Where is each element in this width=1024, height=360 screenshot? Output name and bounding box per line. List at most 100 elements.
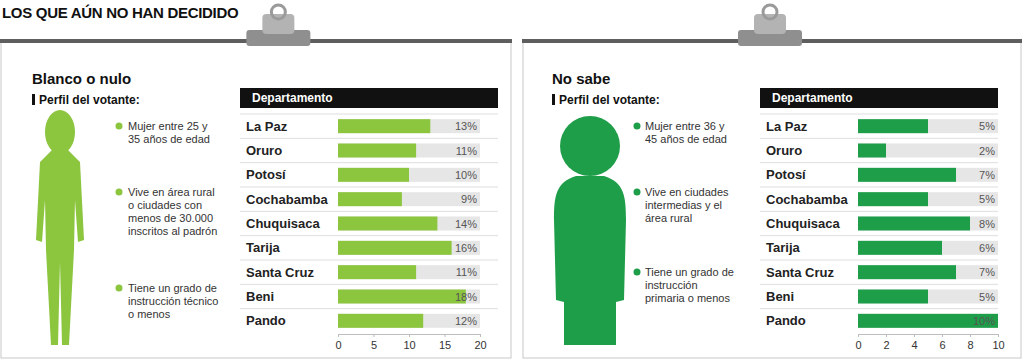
tick-mark <box>445 334 446 337</box>
data-label: 11% <box>456 145 477 157</box>
category-label: Potosí <box>766 167 806 182</box>
bar <box>338 241 452 255</box>
bar-track <box>338 119 480 133</box>
tick-label: 10 <box>403 339 415 351</box>
tick-label: 10 <box>992 339 1004 351</box>
bullet-dot <box>634 269 641 276</box>
profile-annotation: Tiene un grado deinstrucción técnicoo me… <box>128 282 219 320</box>
silhouette-hair <box>560 116 620 176</box>
silhouette-body <box>36 150 84 345</box>
data-label: 8% <box>979 218 995 230</box>
bar <box>858 144 886 158</box>
category-label: Potosí <box>246 167 286 182</box>
bar-track <box>338 168 480 182</box>
text-line: primaria o menos <box>645 292 730 304</box>
category-label: Oruro <box>766 143 802 158</box>
bar <box>858 314 998 328</box>
row-separator <box>760 308 998 309</box>
text-line: área rural <box>645 212 692 224</box>
category-label: Santa Cruz <box>246 265 314 280</box>
category-label: Beni <box>246 289 274 304</box>
tick-label: 0 <box>855 339 861 351</box>
tick: 8 <box>967 334 973 351</box>
panel-frame <box>523 40 1021 358</box>
table-header <box>240 88 498 108</box>
data-label: 7% <box>979 266 995 278</box>
category-label: Oruro <box>246 143 282 158</box>
text-line: instrucción técnico <box>128 295 219 307</box>
bar <box>858 265 956 279</box>
row-separator <box>240 187 498 188</box>
category-label: Cochabamba <box>766 192 848 207</box>
data-label: 9% <box>461 193 477 205</box>
bar <box>858 168 956 182</box>
data-label: 5% <box>979 193 995 205</box>
text-line: menos de 30.000 <box>128 212 213 224</box>
subtitle-marker <box>552 94 555 105</box>
category-label: Beni <box>766 289 794 304</box>
row-separator <box>240 162 498 163</box>
tick: 6 <box>939 334 945 351</box>
bar <box>338 168 409 182</box>
bullet-dot <box>116 285 123 292</box>
axis-line <box>339 335 481 338</box>
clipboard-ring <box>271 5 285 19</box>
panel-frame <box>1 40 511 358</box>
text-line: o ciudades con <box>128 199 202 211</box>
text-line: o menos <box>128 308 171 320</box>
bar <box>858 241 942 255</box>
text-line: Vive en ciudades <box>645 186 729 198</box>
row-separator <box>760 260 998 261</box>
category-label: Chuquisaca <box>246 216 320 231</box>
row-separator <box>760 138 998 139</box>
tick: 4 <box>911 334 917 351</box>
category-label: Pando <box>246 313 286 328</box>
silhouette-body <box>554 176 626 345</box>
text-line: Mujer entre 25 y <box>128 120 208 132</box>
row-separator <box>760 284 998 285</box>
bar-track <box>338 144 480 158</box>
bars <box>858 119 998 328</box>
tick-mark <box>942 334 943 337</box>
data-label: 6% <box>979 242 995 254</box>
bar <box>338 314 423 328</box>
bar-track <box>858 241 998 255</box>
profile-annotation: Vive en ciudadesintermedias y elárea rur… <box>645 186 729 224</box>
chart-title: Blanco o nulo <box>32 70 131 87</box>
row-separator <box>760 211 998 212</box>
tick-mark <box>914 334 915 337</box>
data-label: 7% <box>979 169 995 181</box>
tick: 15 <box>439 334 451 351</box>
clipboard-clip <box>754 14 786 34</box>
data-labels: 13%11%10%9%14%16%11%18%12% <box>455 120 477 327</box>
silhouette-head <box>48 114 72 138</box>
tick-mark <box>970 334 971 337</box>
bullet-dot <box>634 123 641 130</box>
data-label: 18% <box>455 291 477 303</box>
category-label: Chuquisaca <box>766 216 840 231</box>
tick-mark <box>886 334 887 337</box>
row-separator <box>240 235 498 236</box>
text-line: instrucción <box>645 279 698 291</box>
bar-track <box>338 241 480 255</box>
panel: Blanco o nuloPerfil del votante:Mujer en… <box>0 5 512 358</box>
clipboard-clip <box>262 14 294 34</box>
bar-track <box>858 168 998 182</box>
bar <box>338 119 430 133</box>
text-line: Mujer entre 36 y <box>645 120 725 132</box>
row-separator <box>240 308 498 309</box>
tick: 0 <box>335 334 341 351</box>
data-label: 12% <box>455 315 477 327</box>
tick: 10 <box>992 334 1004 351</box>
data-label: 5% <box>979 120 995 132</box>
profile-annotation: Mujer entre 25 y35 años de edad <box>128 120 210 145</box>
bar <box>338 192 402 206</box>
category-label: Pando <box>766 313 806 328</box>
bullet-dot <box>116 123 123 130</box>
bar <box>338 290 466 304</box>
row-separator <box>240 284 498 285</box>
bar-track <box>858 265 998 279</box>
voter-silhouette <box>36 110 84 345</box>
text-line: Vive en área rural <box>128 186 215 198</box>
clipboard-icon <box>246 5 310 46</box>
